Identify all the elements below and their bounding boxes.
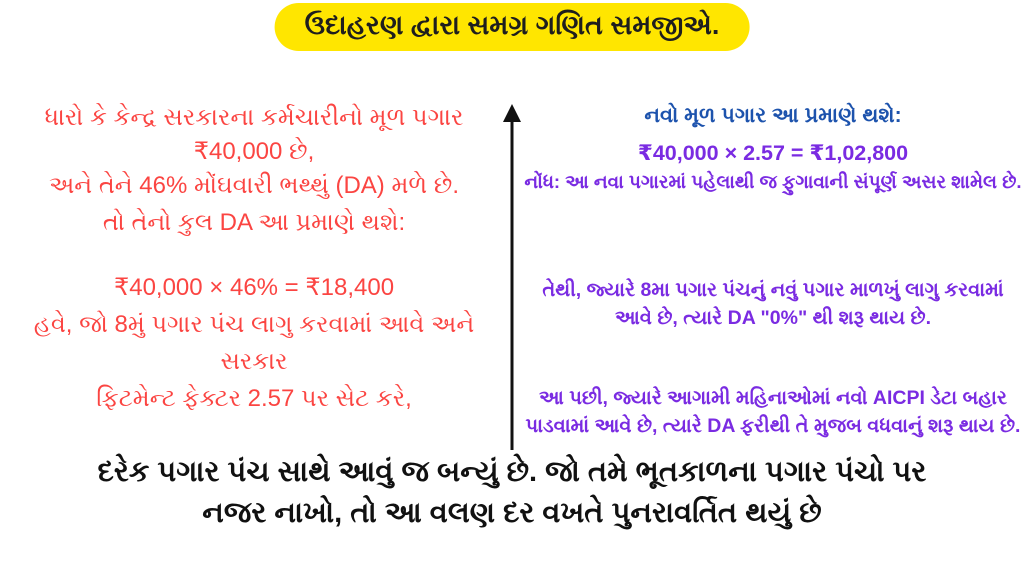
current-pay-intro: ધારો કે કેન્દ્ર સરકારના કર્મચારીનો મૂળ પ…	[0, 101, 508, 203]
da-calculation-block: ₹40,000 × 46% = ₹18,400 હવે, જો 8મું પગા…	[0, 269, 508, 417]
header-banner: ઉદાહરણ દ્વારા સમગ્ર ગણિત સમજીએ.	[274, 3, 750, 51]
fitment-line-1: હવે, જો 8મું પગાર પંચ લાગુ કરવામાં આવે અ…	[33, 311, 475, 375]
arrow-up-icon	[498, 102, 526, 457]
aicpi-paragraph: આ પછી, જ્યારે આગામી મહિનાઓમાં નવો AICPI …	[525, 387, 1021, 437]
fitment-line-2: ફિટમેન્ટ ફેક્ટર 2.57 પર સેટ કરે,	[96, 385, 412, 412]
new-pay-heading: નવો મૂળ પગાર આ પ્રમાણે થશે:	[644, 104, 902, 127]
page-title: ઉદાહરણ દ્વારા સમગ્ર ગણિત સમજીએ.	[304, 10, 720, 40]
da-zero-paragraph: તેથી, જ્યારે 8મા પગાર પંચનું નવું પગાર મ…	[542, 279, 1004, 329]
intro-line-2: અને તેને 46% મોંઘવારી ભથ્થું (DA) મળે છે…	[48, 172, 460, 199]
new-pay-formula: ₹40,000 × 2.57 = ₹1,02,800	[637, 141, 909, 165]
new-pay-note: નોંધ: આ નવા પગારમાં પહેલાથી જ ફુગાવાની સ…	[524, 171, 1022, 192]
conclusion-line-1: દરેક પગાર પંચ સાથે આવું જ બન્યું છે. જો …	[97, 456, 927, 488]
conclusion-line-2: નજર નાખો, તો આ વલણ દર વખતે પુનરાવર્તિત થ…	[202, 497, 822, 529]
conclusion-block: દરેક પગાર પંચ સાથે આવું જ બન્યું છે. જો …	[0, 452, 1024, 534]
da-result-heading: તો તેનો કુલ DA આ પ્રમાણે થશે:	[102, 209, 406, 236]
da-formula: ₹40,000 × 46% = ₹18,400	[113, 274, 395, 301]
intro-line-1: ધારો કે કેન્દ્ર સરકારના કર્મચારીનો મૂળ પ…	[44, 104, 464, 165]
